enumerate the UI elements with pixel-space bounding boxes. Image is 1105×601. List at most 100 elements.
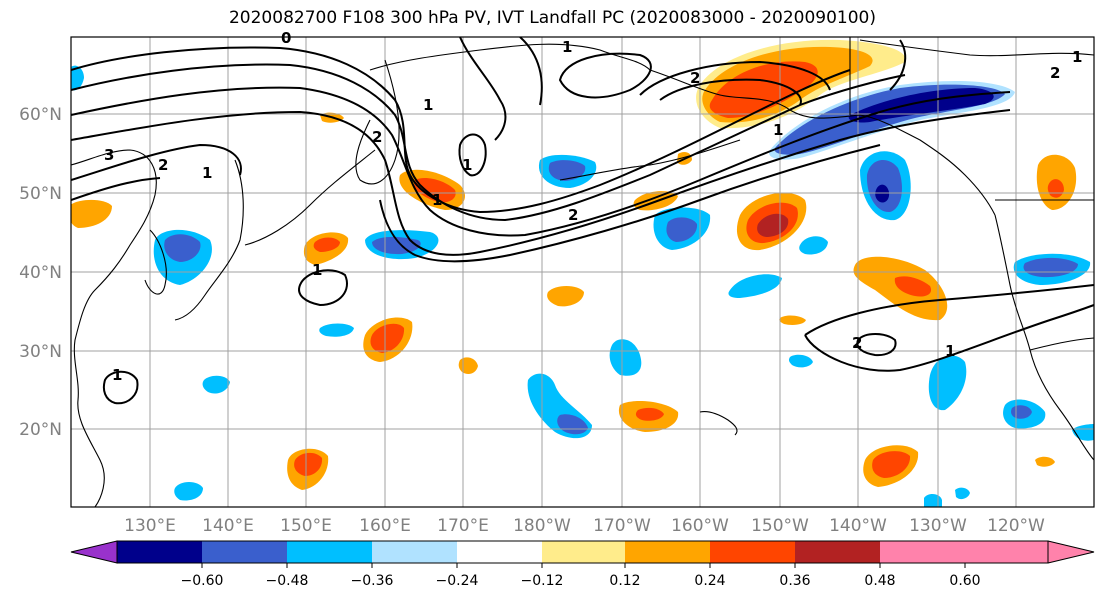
anomaly-negative (955, 487, 970, 500)
colorbar-segment (117, 541, 202, 563)
contour-label: 2 (568, 206, 578, 224)
lon-label: 170°E (437, 516, 489, 536)
lat-label: 50°N (19, 184, 62, 204)
colorbar-segment (880, 541, 965, 563)
contour-line (558, 52, 652, 99)
anomaly-positive (294, 452, 323, 476)
anomaly-negative (372, 236, 421, 255)
anomaly-negative (875, 184, 890, 203)
contour-label: 1 (462, 156, 472, 174)
lon-label: 170°W (593, 516, 651, 536)
contour-line (804, 284, 1094, 336)
hawaii (699, 411, 738, 436)
coastline-north-america (994, 214, 1094, 461)
anomaly-positive (71, 199, 112, 228)
colorbar-tick-label: 0.12 (609, 573, 640, 589)
contour-label: 0 (281, 29, 291, 47)
colorbar-outline-right (1047, 540, 1095, 564)
lat-label: 40°N (19, 263, 62, 283)
contour-line (298, 269, 348, 307)
colorbar-ticks (201, 563, 966, 568)
map-title: 2020082700 F108 300 hPa PV, IVT Landfall… (228, 8, 876, 28)
contour-label: 1 (202, 164, 212, 182)
lon-label: 140°W (829, 516, 887, 536)
anomaly-negative (71, 65, 84, 91)
coastline-siberia (369, 43, 651, 71)
contour-line (889, 39, 907, 91)
lat-label: 60°N (19, 105, 62, 125)
anomaly-positive (779, 315, 806, 325)
contour-line (71, 143, 242, 181)
contour-labels: 0 1 1 2 2 3 1 1 2 1 1 1 2 2 1 2 1 1 (104, 29, 1082, 384)
contour-label: 2 (690, 69, 700, 87)
contour-label: 1 (312, 261, 322, 279)
anomaly-negative (788, 354, 813, 368)
lon-label: 120°W (987, 516, 1045, 536)
contour-line (459, 37, 507, 141)
contour-line (102, 370, 139, 405)
colorbar-tick-label: −0.24 (436, 573, 479, 589)
lon-label: 160°E (359, 516, 411, 536)
colorbar-segment (372, 541, 457, 563)
coastline-aleutians (559, 139, 741, 181)
colorbar-segment (795, 541, 880, 563)
contour-label: 3 (104, 146, 114, 164)
anomaly-positive (370, 323, 405, 353)
contour-label: 2 (158, 156, 168, 174)
lon-label: 150°E (280, 516, 332, 536)
colorbar-tick-label: 0.60 (949, 573, 980, 589)
colorbar-outline (116, 540, 1049, 564)
colorbar: −0.60 −0.48 −0.36 −0.24 −0.12 0.12 0.24 … (70, 540, 1095, 589)
contour-label: 1 (432, 191, 442, 209)
pv-contours (71, 37, 1094, 405)
anomaly-positive (458, 357, 478, 374)
colorbar-segment (202, 541, 287, 563)
contour-label: 2 (852, 334, 862, 352)
contour-line (71, 86, 1011, 237)
border-us-mexico (1029, 337, 1094, 351)
contour-label: 2 (372, 128, 382, 146)
anomaly-negative (202, 375, 230, 394)
colorbar-segment (625, 541, 710, 563)
coastline-kuril (244, 149, 376, 246)
contour-line (71, 109, 1011, 256)
contour-line (659, 78, 802, 106)
anomaly-negative (548, 160, 586, 181)
anomaly-negative (319, 323, 354, 337)
contour-label: 1 (945, 342, 955, 360)
colorbar-extend-low (70, 540, 118, 564)
coastline-canada-north (859, 39, 1094, 57)
colorbar-tick-label: 0.48 (864, 573, 895, 589)
contour-line (379, 144, 881, 263)
longitude-labels: 130°E 140°E 150°E 160°E 170°E 180°W 170°… (124, 516, 1045, 536)
contour-label: 2 (1050, 64, 1060, 82)
coastline-alaska (649, 69, 996, 216)
lat-label: 30°N (19, 342, 62, 362)
anomaly-positive (313, 237, 340, 252)
contour-label: 1 (112, 366, 122, 384)
lon-label: 180°W (513, 516, 571, 536)
contour-line (639, 60, 831, 96)
anomaly-negative (609, 339, 642, 376)
anomaly-negative (728, 274, 782, 298)
contour-line (856, 333, 897, 357)
latitude-labels: 60°N 50°N 40°N 30°N 20°N (19, 105, 62, 440)
anomaly-positive (894, 276, 932, 297)
colorbar-extend-high (965, 541, 1094, 563)
colorbar-tick-label: 0.24 (694, 573, 725, 589)
colorbar-segment (710, 541, 795, 563)
coastline-korea (144, 229, 167, 295)
colorbar-tick-label: −0.60 (181, 573, 224, 589)
contour-label: 1 (773, 121, 783, 139)
contour-label: 1 (562, 38, 572, 56)
lon-label: 130°E (124, 516, 176, 536)
anomaly-positive (1035, 456, 1055, 467)
colorbar-tick-label: −0.12 (521, 573, 564, 589)
contour-line (519, 37, 543, 106)
lon-label: 160°W (671, 516, 729, 536)
colorbar-segment (287, 541, 372, 563)
contour-label: 1 (423, 96, 433, 114)
anomaly-negative (666, 217, 698, 242)
coastline-japan (174, 159, 244, 321)
